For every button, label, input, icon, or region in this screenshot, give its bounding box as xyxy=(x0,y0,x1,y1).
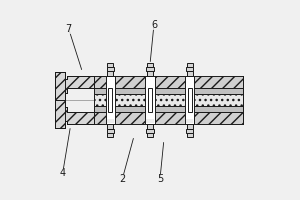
Bar xyxy=(146,67,154,71)
Bar xyxy=(146,129,154,133)
Polygon shape xyxy=(55,72,94,100)
Bar xyxy=(147,133,153,137)
Bar xyxy=(187,71,193,76)
Bar xyxy=(145,76,155,124)
Bar xyxy=(187,124,193,129)
Bar xyxy=(106,129,114,133)
Text: 5: 5 xyxy=(157,174,163,184)
Bar xyxy=(106,67,114,71)
Polygon shape xyxy=(55,100,94,128)
Text: 4: 4 xyxy=(59,168,66,178)
Bar xyxy=(147,63,153,67)
Bar xyxy=(94,106,243,112)
Bar xyxy=(188,88,192,112)
Bar xyxy=(147,71,153,76)
Bar xyxy=(108,88,112,112)
Bar xyxy=(106,76,115,124)
Bar xyxy=(94,88,243,94)
Bar xyxy=(94,76,243,88)
Bar xyxy=(107,124,113,129)
Bar xyxy=(187,133,193,137)
Bar xyxy=(107,133,113,137)
Bar xyxy=(186,129,194,133)
Bar xyxy=(147,124,153,129)
Bar xyxy=(107,71,113,76)
Text: 2: 2 xyxy=(119,174,125,184)
Bar xyxy=(186,67,194,71)
Bar xyxy=(94,94,243,106)
Bar xyxy=(107,63,113,67)
Text: 7: 7 xyxy=(65,23,72,33)
Bar xyxy=(94,112,243,124)
Text: 6: 6 xyxy=(151,20,157,30)
Bar xyxy=(185,76,194,124)
Bar xyxy=(187,63,193,67)
Bar xyxy=(148,88,152,112)
